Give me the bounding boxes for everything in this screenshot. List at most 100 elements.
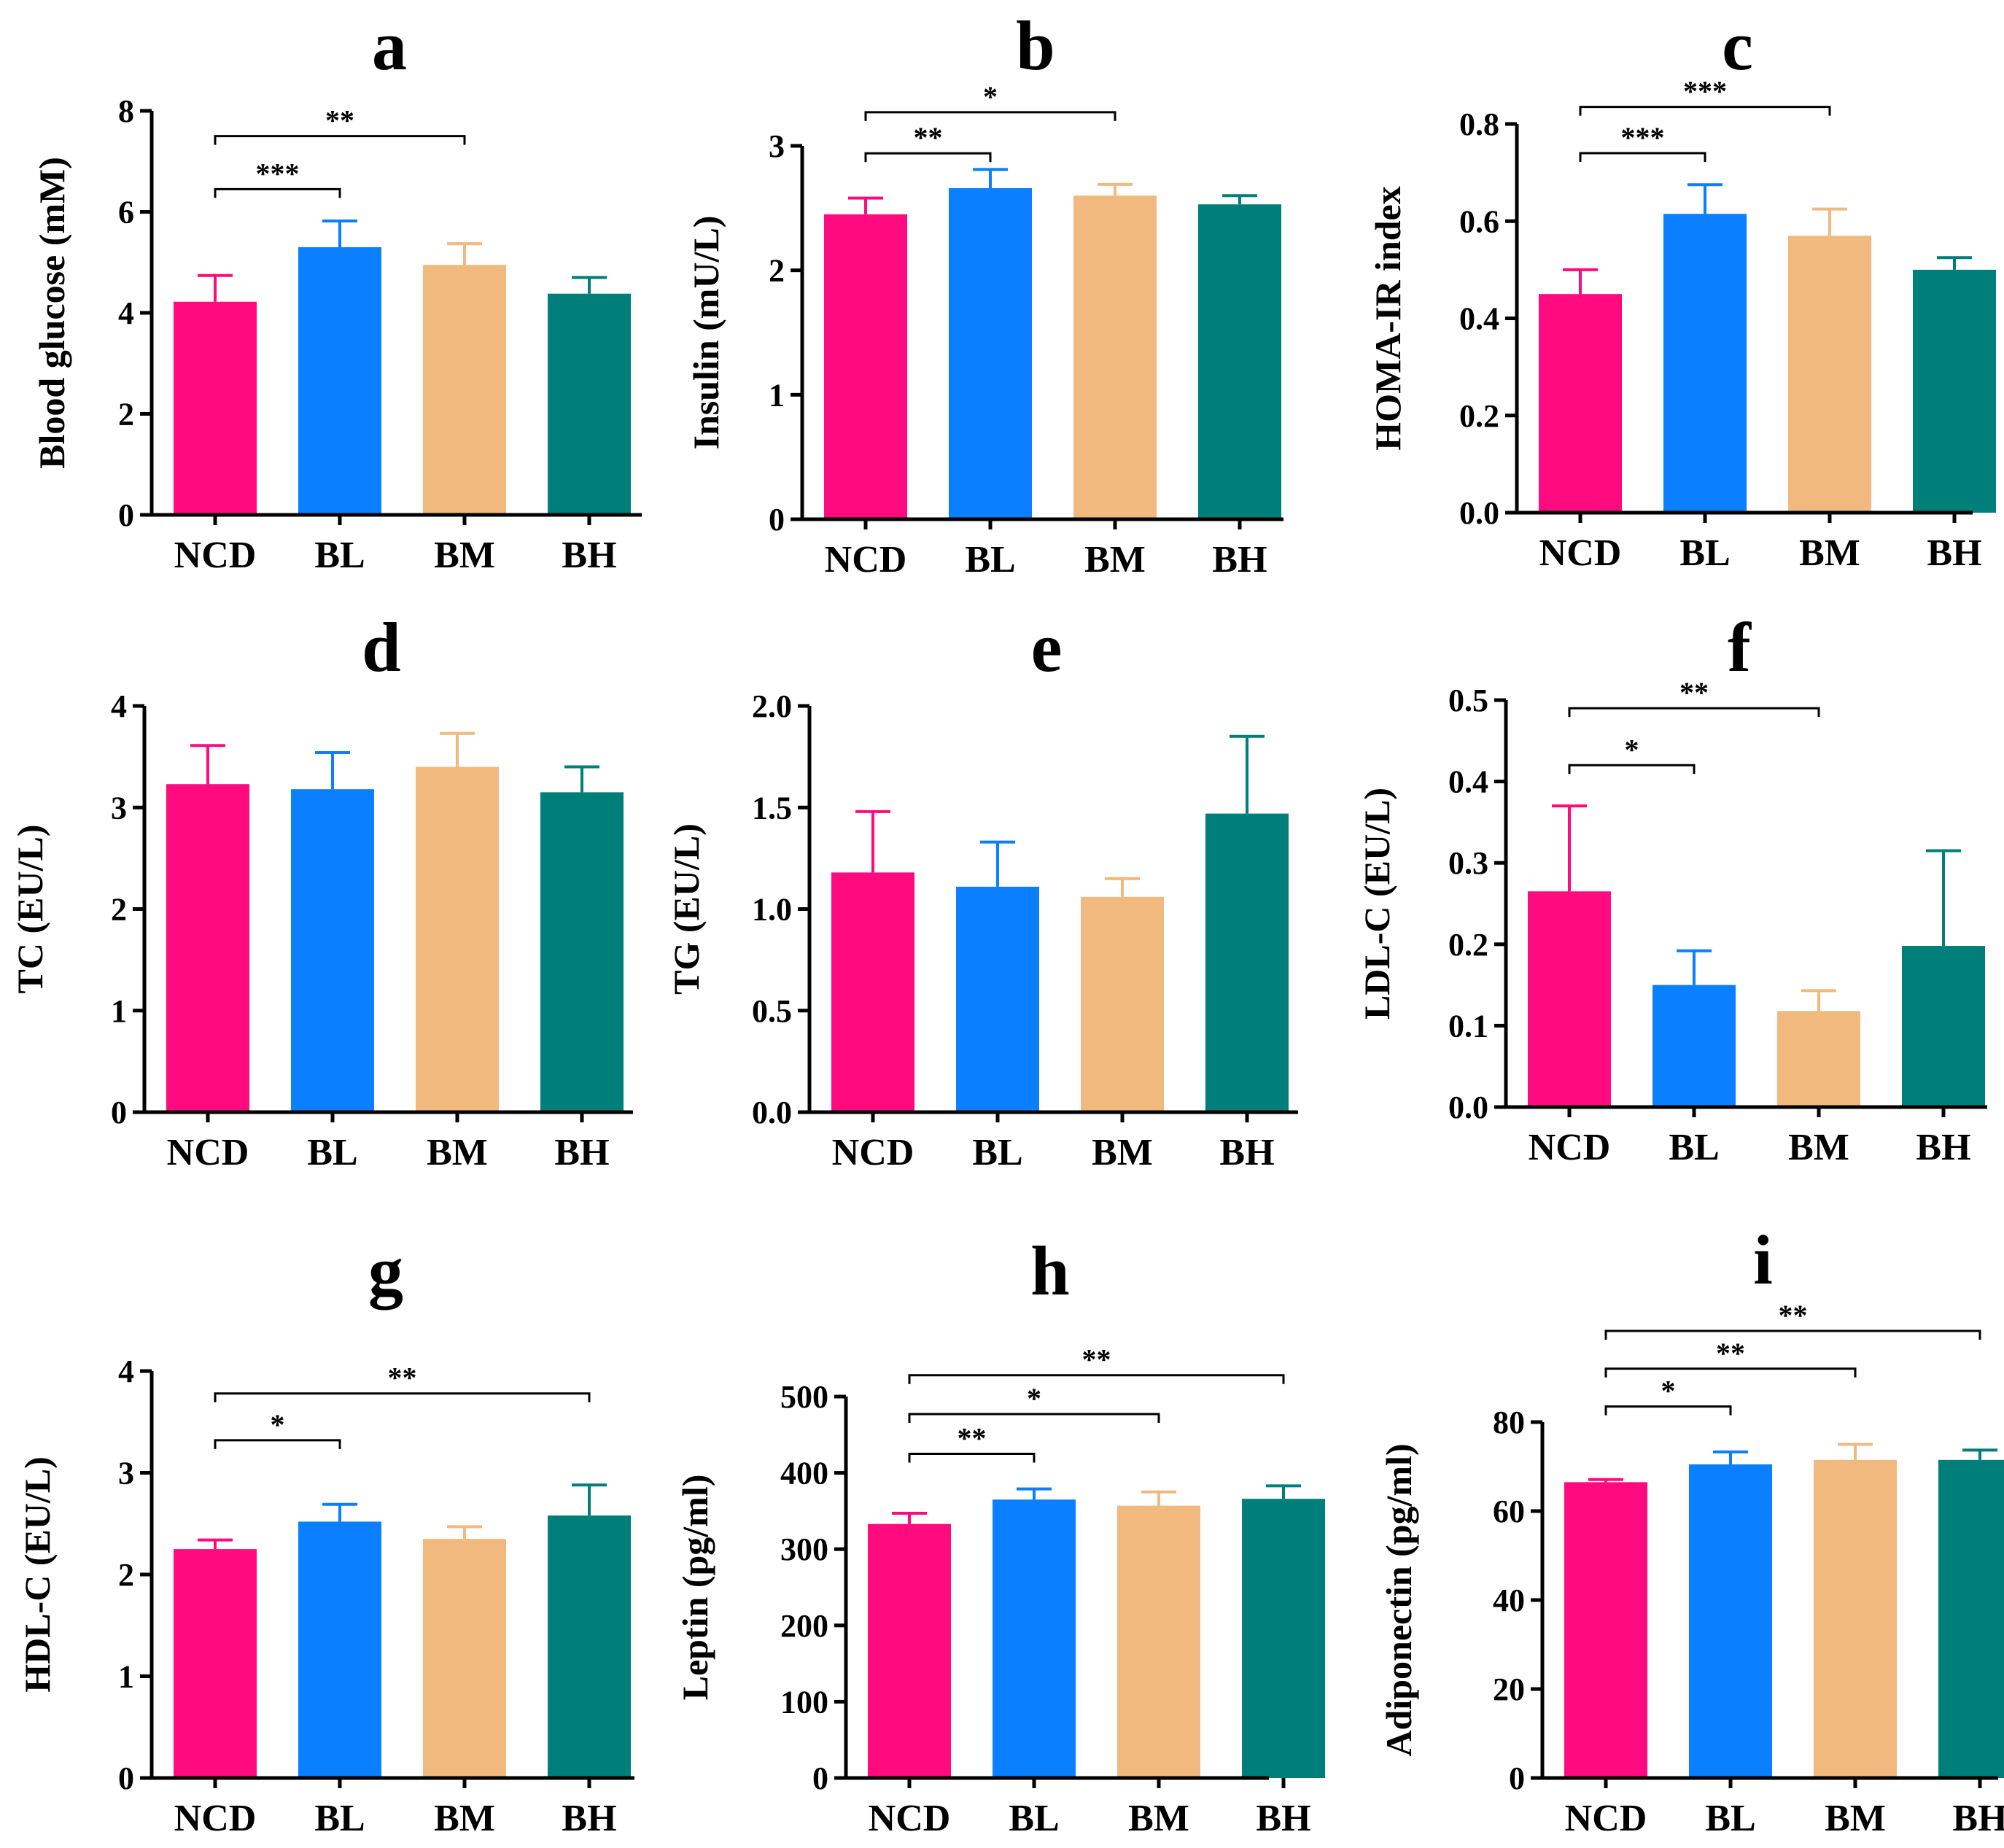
y-axis-label: Leptin (pg/ml): [675, 1475, 715, 1701]
x-tick-label: BH: [1212, 539, 1267, 581]
y-tick-label: 1.0: [752, 892, 792, 928]
y-tick-label: 0.0: [752, 1095, 792, 1130]
x-tick-label: BL: [972, 1132, 1022, 1173]
y-tick-label: 4: [118, 295, 134, 331]
panel-letter: f: [1728, 608, 1752, 686]
y-tick-label: 0.1: [1448, 1008, 1488, 1044]
y-axis-label: Adiponectin (pg/ml): [1378, 1443, 1419, 1756]
y-axis-label: TC (EU/L): [9, 825, 50, 994]
bar-bm: [1081, 896, 1164, 1112]
bar-ncd: [174, 301, 257, 515]
significance-label: **: [325, 104, 354, 137]
x-tick-label: BL: [965, 539, 1015, 581]
bar-bm: [423, 265, 506, 515]
y-tick-label: 0.4: [1459, 301, 1499, 337]
y-tick-label: 0.2: [1459, 398, 1499, 434]
y-tick-label: 1: [111, 993, 127, 1029]
y-tick-label: 400: [780, 1456, 828, 1491]
y-axis-label: HOMA-IR index: [1367, 186, 1408, 451]
y-tick-label: 0.0: [1459, 495, 1499, 531]
y-tick-label: 40: [1493, 1583, 1525, 1618]
x-tick-label: NCD: [825, 539, 907, 581]
bar-bm: [423, 1539, 506, 1778]
significance-label: **: [388, 1362, 417, 1394]
panel-letter: a: [372, 7, 407, 85]
panel-letter: d: [362, 608, 400, 686]
x-tick-label: BH: [1952, 1798, 2004, 1839]
bar-bl: [993, 1499, 1076, 1778]
significance-bracket: [908, 1413, 1160, 1424]
y-axis-label: Insulin (mU/L): [686, 216, 726, 450]
y-tick-label: 100: [780, 1684, 828, 1720]
bar-bl: [298, 1521, 381, 1778]
significance-bracket: [1604, 1329, 1981, 1340]
y-axis-label: HDL-C (EU/L): [17, 1456, 58, 1693]
x-tick-label: BH: [562, 1798, 616, 1839]
x-tick-label: BH: [1916, 1127, 1970, 1168]
bar-bh: [548, 293, 631, 515]
chart-panel-d: d TC (EU/L) NCD BL BM BH 0 1 2 3 4: [9, 608, 633, 1173]
significance-label: **: [1716, 1337, 1745, 1370]
x-tick-label: BL: [1679, 532, 1730, 574]
x-tick-label: BL: [307, 1132, 357, 1173]
y-axis-label: LDL-C (EU/L): [1356, 788, 1397, 1020]
bar-bh: [1938, 1459, 2004, 1778]
x-tick-label: NCD: [1539, 532, 1622, 574]
y-tick-label: 0.6: [1459, 203, 1499, 239]
significance-label: *: [1027, 1382, 1041, 1415]
x-tick-label: BH: [562, 535, 616, 576]
panel-letter: g: [368, 1232, 403, 1310]
y-tick-label: 0.4: [1448, 764, 1488, 800]
x-tick-label: BM: [1128, 1798, 1189, 1839]
bar-bm: [1117, 1505, 1200, 1778]
y-tick-label: 80: [1493, 1405, 1525, 1440]
bar-bm: [1073, 195, 1157, 519]
y-axis-label: TG (EU/L): [666, 823, 707, 995]
bar-bl: [949, 188, 1032, 519]
y-tick-label: 0.2: [1448, 927, 1488, 963]
y-tick-label: 0.0: [1448, 1090, 1488, 1125]
y-tick-label: 8: [118, 93, 134, 129]
y-tick-label: 2.0: [752, 688, 792, 724]
panel-letter: h: [1030, 1232, 1069, 1310]
bar-bh: [540, 792, 624, 1112]
bar-ncd: [1539, 294, 1622, 513]
y-tick-label: 2: [111, 892, 127, 928]
bar-ncd: [824, 214, 907, 519]
x-tick-label: BM: [1092, 1132, 1153, 1173]
y-tick-label: 0.5: [752, 993, 792, 1029]
bar-bm: [1814, 1459, 1897, 1778]
significance-label: *: [271, 1408, 285, 1441]
significance-label: **: [958, 1421, 987, 1454]
y-tick-label: 0: [1509, 1760, 1525, 1796]
y-tick-label: 0.3: [1448, 845, 1488, 881]
significance-bracket: [214, 1392, 591, 1402]
y-tick-label: 3: [769, 128, 785, 164]
x-tick-label: BM: [1084, 539, 1146, 581]
significance-bracket: [908, 1452, 1036, 1463]
x-tick-label: NCD: [1529, 1127, 1611, 1168]
y-tick-label: 1: [769, 377, 785, 413]
significance-bracket: [1568, 764, 1696, 774]
significance-label: ***: [256, 157, 300, 190]
y-tick-label: 0: [769, 502, 785, 537]
bar-bl: [298, 246, 381, 515]
y-tick-label: 2: [769, 253, 785, 289]
x-tick-label: BL: [1009, 1798, 1059, 1839]
y-tick-label: 4: [111, 688, 127, 724]
chart-panel-f: f LDL-C (EU/L) NCD BL BM BH 0.0 0.1 0.2 0.3 0.4 0.5…: [1356, 608, 1987, 1168]
chart-panel-c: c HOMA-IR index NCD BL BM BH 0.0 0.2 0.4 0.6 0.8 **…: [1367, 7, 1996, 574]
significance-bracket: [864, 152, 992, 163]
bar-ncd: [868, 1523, 951, 1778]
bar-bl: [1689, 1464, 1772, 1778]
chart-panel-e: e TG (EU/L) NCD BL BM BH 0.0 0.5 1.0 1.5 2.0: [666, 608, 1298, 1173]
significance-label: **: [914, 121, 943, 154]
y-tick-label: 1: [118, 1659, 134, 1695]
significance-bracket: [1579, 152, 1706, 162]
chart-panel-h: h Leptin (pg/ml) NCD BL BM BH 0 100 200 300 400 500…: [675, 1232, 1325, 1839]
x-tick-label: NCD: [174, 1798, 257, 1839]
